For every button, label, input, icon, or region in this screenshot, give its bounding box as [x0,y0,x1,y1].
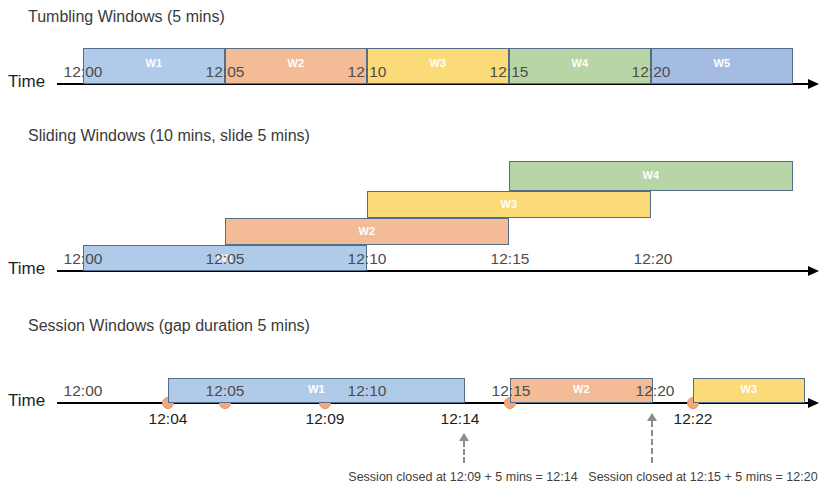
window-box: W3 [367,191,651,218]
window-box: W2 [225,218,509,245]
event-time-label: 12:22 [658,410,728,428]
event-time-label: 12:14 [425,410,495,428]
up-arrow-icon [647,413,657,421]
time-tick-label: 12:00 [53,249,113,268]
window-label: W3 [694,383,804,395]
time-tick-label: 12:15 [481,381,541,400]
time-axis-label: Time [8,259,52,279]
time-tick-label: 12:15 [479,62,539,81]
time-tick-label: 12:05 [195,62,255,81]
time-axis-label: Time [8,72,52,92]
window-box: W4 [509,161,793,191]
time-axis-label: Time [8,391,52,411]
event-time-label: 12:09 [290,410,360,428]
session-section-title: Session Windows (gap duration 5 mins) [28,317,310,335]
time-tick-label: 12:15 [480,249,540,268]
time-tick-label: 12:10 [337,62,397,81]
window-label: W3 [368,198,650,210]
time-tick-label: 12:20 [621,62,681,81]
window-label: W2 [226,225,508,237]
time-tick-label: 12:20 [623,249,683,268]
up-arrow-icon [459,433,469,441]
time-tick-label: 12:00 [53,381,113,400]
axis-arrowhead-icon [808,266,819,276]
axis-arrowhead-icon [808,79,819,89]
session-close-annotation: Session closed at 12:15 + 5 mins = 12:20 [583,470,823,484]
annotation-dashed-line [463,441,465,463]
time-tick-label: 12:10 [337,249,397,268]
annotation-dashed-line [651,421,653,463]
time-tick-label: 12:00 [53,62,113,81]
session-close-annotation: Session closed at 12:09 + 5 mins = 12:14 [343,470,583,484]
axis-arrowhead-icon [808,398,819,408]
time-tick-label: 12:20 [625,381,685,400]
window-box: W3 [693,378,805,403]
tumbling-section-title: Tumbling Windows (5 mins) [28,8,225,26]
time-tick-label: 12:05 [195,381,255,400]
time-tick-label: 12:10 [337,381,397,400]
sliding-section-title: Sliding Windows (10 mins, slide 5 mins) [28,127,310,145]
window-label: W4 [510,169,792,181]
event-time-label: 12:04 [133,410,203,428]
windowing-diagram: Tumbling Windows (5 mins) Time W1W2W3W4W… [0,0,829,498]
time-tick-label: 12:05 [195,249,255,268]
